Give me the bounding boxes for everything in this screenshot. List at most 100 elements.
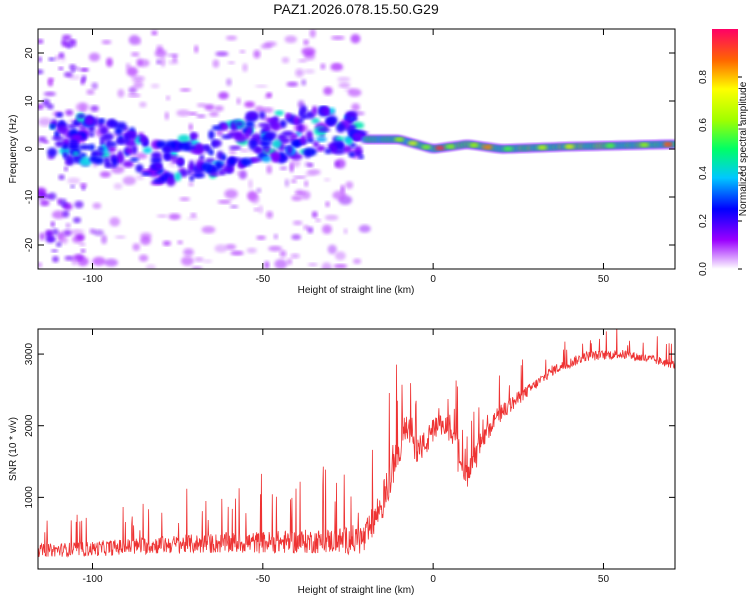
colorbar-tick-label-2: 0.4 [698,166,709,180]
heatmap-noise-121 [229,149,237,155]
heatmap-noise-112 [291,195,303,201]
heatmap-ridge-354 [135,163,144,173]
heatmap-ridge-593 [72,151,79,156]
heatmap-noise-62 [194,45,199,54]
heatmap-noise-182 [127,93,141,98]
heatmap-noise-36 [353,258,362,265]
heatmap-noise-102 [238,170,247,180]
heatmap-ridge-611 [221,166,234,173]
heatmap-noise-167 [216,129,224,136]
heatmap-hotspot-852 [537,145,548,150]
heatmap-noise-302 [50,221,55,227]
heatmap-ridge-554 [270,151,281,162]
heatmap-noise-111 [323,177,331,182]
heatmap-ridge-596 [306,137,315,143]
heatmap-ridge-613 [163,145,173,154]
heatmap-ridge-638 [346,137,353,145]
heatmap-noise-263 [39,199,50,207]
snr-ylabel: SNR (10 * v/v) [8,417,19,481]
heatmap-noise-129 [202,259,213,264]
colorbar-ticks: 0.0 0.2 0.4 0.6 0.8 [698,70,742,276]
heatmap-noise-313 [70,68,76,73]
heatmap-noise-203 [181,256,194,266]
heatmap-noise-259 [284,178,290,188]
heatmap-noise-151 [290,253,300,259]
heatmap-ridge-440 [316,145,326,152]
heatmap-noise-124 [55,55,60,61]
heatmap-ridge-526 [208,130,215,140]
heatmap-noise-199 [321,262,332,269]
heatmap-ridge-577 [271,121,281,132]
heatmap-ridge-335 [150,151,162,159]
heatmap-noise-157 [209,111,219,117]
heatmap-noise-45 [239,50,246,54]
heatmap-noise-1 [88,52,101,62]
heatmap-noise-172 [266,164,273,174]
heatmap-ridge-532 [230,122,237,132]
snr-xtick-label-2: 0 [430,574,436,585]
heatmap-noise-180 [128,86,137,94]
heatmap-noise-240 [183,248,194,256]
heatmap-noise-247 [156,44,164,53]
heatmap-noise-229 [260,107,274,113]
heatmap-noise-169 [67,177,81,185]
heatmap-noise-107 [334,251,346,261]
heatmap-noise-198 [294,191,306,195]
heatmap-noise-319 [74,200,84,209]
heatmap-noise-171 [334,160,340,168]
heatmap-ridge-639 [139,135,147,144]
heatmap-ridge-636 [163,151,172,161]
heatmap-noise-231 [264,260,270,269]
heatmap-hotspot-848 [445,144,456,149]
heatmap-ridge-513 [56,112,63,118]
heatmap-ridge-624 [286,145,293,155]
heatmap-ridge-469 [245,120,255,128]
heatmap-ridge-338 [325,118,335,126]
heatmap-noise-4 [122,176,136,186]
heatmap-ridge-625 [62,151,68,159]
heatmap-noise-214 [309,29,316,38]
spectrogram-xlabel: Height of straight line (km) [298,285,415,296]
heatmap-noise-250 [91,82,99,90]
heatmap-noise-105 [279,250,287,258]
heatmap-noise-41 [100,234,108,245]
heatmap-noise-63 [39,232,46,241]
heatmap-noise-140 [337,76,351,83]
heatmap-noise-56 [70,229,85,236]
heatmap-noise-130 [186,216,199,221]
colorbar-tick-label-0: 0.0 [698,262,709,276]
heatmap-noise-224 [74,66,80,71]
heatmap-noise-66 [327,244,337,255]
heatmap-ridge-481 [355,151,363,156]
heatmap-noise-153 [263,41,277,47]
heatmap-noise-241 [301,47,316,56]
heatmap-ridge-601 [261,155,272,163]
heatmap-noise-46 [196,114,206,119]
heatmap-noise-318 [55,241,62,247]
heatmap-noise-168 [290,158,301,168]
heatmap-ridge-581 [299,105,308,115]
heatmap-noise-155 [164,111,170,120]
heatmap-hotspot-846 [421,145,432,150]
heatmap-noise-175 [38,141,42,147]
heatmap-noise-237 [150,83,160,89]
heatmap-noise-255 [86,89,95,95]
spectrogram-xtick-label-1: -50 [256,274,271,285]
heatmap-ridge-614 [264,131,277,140]
heatmap-noise-81 [343,228,348,234]
heatmap-noise-99 [333,264,348,269]
heatmap-noise-277 [81,75,87,82]
heatmap-ridge-502 [141,172,152,177]
heatmap-noise-43 [303,69,316,74]
heatmap-ridge-594 [254,147,262,154]
heatmap-hotspot-850 [482,145,493,150]
colorbar: 0.0 0.2 0.4 0.6 0.8 Normalized spectral ampl… [698,29,749,276]
heatmap-noise-39 [214,244,228,253]
heatmap-ridge-633 [228,157,236,166]
heatmap-noise-139 [315,218,321,222]
heatmap-noise-88 [311,211,318,219]
heatmap-ridge-605 [201,144,210,150]
heatmap-noise-294 [68,40,77,47]
heatmap-noise-234 [304,162,311,167]
heatmap-noise-117 [194,257,204,262]
